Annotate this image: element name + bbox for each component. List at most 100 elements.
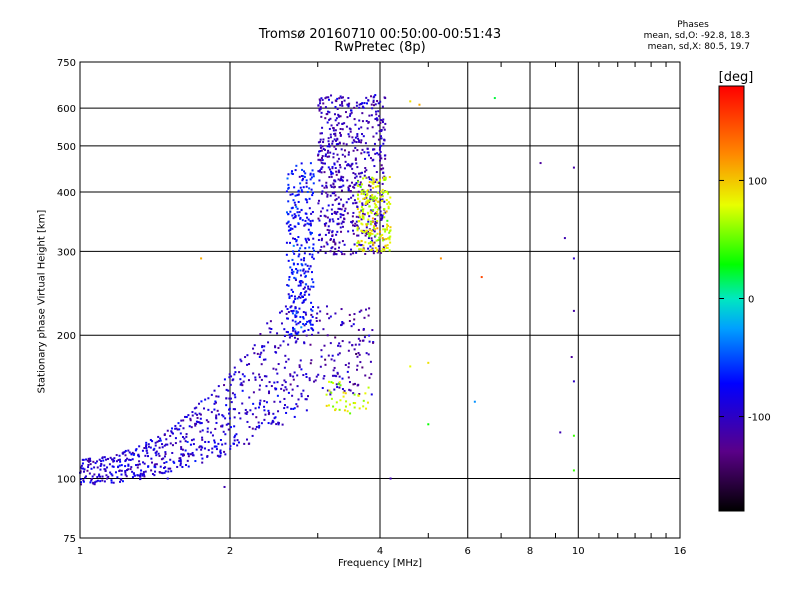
- data-point: [293, 225, 296, 228]
- data-point: [154, 444, 157, 447]
- data-point: [337, 222, 340, 225]
- data-point: [144, 470, 147, 473]
- data-point: [367, 220, 370, 223]
- data-point: [331, 230, 334, 233]
- data-point: [291, 206, 294, 209]
- data-point: [106, 466, 109, 469]
- data-point: [337, 246, 340, 249]
- data-point: [298, 175, 301, 178]
- data-point: [319, 102, 322, 105]
- y-tick-label: 300: [57, 247, 76, 258]
- data-point: [368, 114, 371, 117]
- data-point: [306, 190, 309, 193]
- data-point: [290, 288, 293, 291]
- data-point: [300, 326, 303, 329]
- data-point: [373, 225, 376, 228]
- data-point: [322, 138, 325, 141]
- data-point: [369, 220, 372, 223]
- data-point: [316, 312, 319, 315]
- data-point: [291, 258, 294, 261]
- data-point: [320, 97, 323, 100]
- data-point: [199, 413, 202, 416]
- data-point: [338, 163, 341, 166]
- data-point: [333, 179, 336, 182]
- data-point: [359, 175, 362, 178]
- data-point: [330, 397, 333, 400]
- data-point: [308, 223, 311, 226]
- data-point: [211, 451, 214, 454]
- data-point: [427, 361, 430, 364]
- data-point: [347, 362, 350, 365]
- data-point: [380, 167, 383, 170]
- data-point: [367, 353, 370, 356]
- data-point: [325, 222, 328, 225]
- data-point: [364, 203, 367, 206]
- data-point: [217, 413, 220, 416]
- data-point: [186, 459, 189, 462]
- data-point: [377, 138, 380, 141]
- data-point: [317, 199, 320, 202]
- data-point: [268, 327, 271, 330]
- data-point: [296, 269, 299, 272]
- data-point: [88, 472, 91, 475]
- data-point: [352, 252, 355, 255]
- data-point: [372, 99, 375, 102]
- data-point: [298, 249, 301, 252]
- data-point: [97, 474, 100, 477]
- data-point: [105, 474, 108, 477]
- data-point: [296, 194, 299, 197]
- data-point: [79, 470, 82, 473]
- data-point: [155, 454, 158, 457]
- data-point: [330, 171, 333, 174]
- data-point: [131, 451, 134, 454]
- data-point: [358, 119, 361, 122]
- data-point: [337, 114, 340, 117]
- data-point: [228, 397, 231, 400]
- data-point: [280, 322, 283, 325]
- data-point: [332, 220, 335, 223]
- data-point: [358, 310, 361, 313]
- data-point: [310, 231, 313, 234]
- data-point: [340, 230, 343, 233]
- data-point: [386, 223, 389, 226]
- data-point: [178, 459, 181, 462]
- data-point: [370, 211, 373, 214]
- data-point: [344, 160, 347, 163]
- data-point: [346, 179, 349, 182]
- data-point: [87, 466, 90, 469]
- data-point: [154, 470, 157, 473]
- data-point: [291, 312, 294, 315]
- data-point: [289, 210, 292, 213]
- data-point: [439, 257, 442, 260]
- data-point: [339, 131, 342, 134]
- data-point: [343, 253, 346, 256]
- data-point: [302, 316, 305, 319]
- data-point: [150, 461, 153, 464]
- data-point: [373, 142, 376, 145]
- data-point: [312, 285, 315, 288]
- data-point: [365, 232, 368, 235]
- data-point: [331, 167, 334, 170]
- data-point: [215, 421, 218, 424]
- x-tick-label: 10: [572, 546, 585, 557]
- data-point: [371, 239, 374, 242]
- data-point: [283, 404, 286, 407]
- data-point: [329, 117, 332, 120]
- data-point: [311, 219, 314, 222]
- data-point: [364, 176, 367, 179]
- data-point: [291, 193, 294, 196]
- data-point: [341, 153, 344, 156]
- data-point: [303, 175, 306, 178]
- data-point: [373, 104, 376, 107]
- data-point: [329, 170, 332, 173]
- data-point: [216, 409, 219, 412]
- data-point: [330, 173, 333, 176]
- data-point: [128, 458, 131, 461]
- data-point: [299, 216, 302, 219]
- data-point: [361, 105, 364, 108]
- data-point: [312, 306, 315, 309]
- data-point: [339, 179, 342, 182]
- data-point: [270, 385, 273, 388]
- data-point: [170, 470, 173, 473]
- data-point: [317, 306, 320, 309]
